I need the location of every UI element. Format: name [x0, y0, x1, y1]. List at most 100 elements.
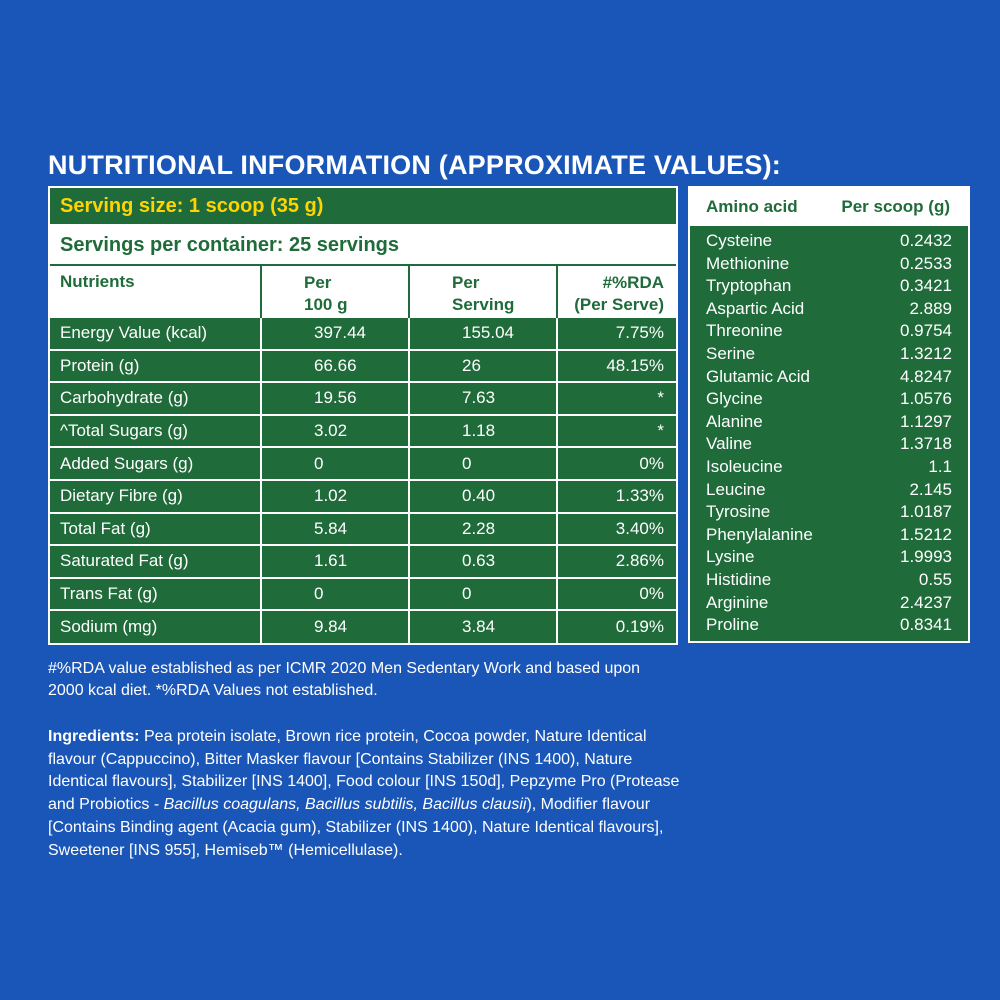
rda-value: * [556, 381, 676, 415]
rda-value: 2.86% [556, 544, 676, 578]
per-serving-value: 155.04 [408, 316, 557, 350]
header-rda-text: #%RDA (Per Serve) [574, 273, 664, 314]
nutrition-table: Serving size: 1 scoop (35 g) Servings pe… [48, 186, 678, 645]
header-rda: #%RDA (Per Serve) [556, 264, 676, 317]
nutrient-name: Saturated Fat (g) [50, 544, 261, 578]
per-100g-value: 1.02 [260, 478, 409, 513]
rda-note-line: 2000 kcal diet. *%RDA Values not establi… [48, 682, 378, 699]
ingredients: Ingredients: Pea protein isolate, Brown … [48, 726, 688, 862]
per-100g-value: 397.44 [260, 316, 409, 350]
amino-row: Isoleucine 1.1 [706, 456, 952, 479]
amino-acid-table: Amino acid Per scoop (g) Cysteine 0.2432 M… [688, 186, 970, 643]
amino-name: Tyrosine [706, 502, 771, 522]
nutrient-name: Protein (g) [50, 348, 261, 383]
amino-name: Histidine [706, 569, 772, 589]
amino-value: 0.9754 [900, 321, 952, 341]
amino-name: Phenylalanine [706, 524, 813, 544]
amino-row: Cysteine 0.2432 [706, 230, 952, 253]
nutrition-row: Sodium (mg) 9.84 3.84 0.19% [50, 609, 676, 643]
per-serving-value: 1.18 [408, 413, 557, 448]
amino-value: 1.5212 [900, 524, 952, 544]
nutrition-row: Added Sugars (g) 0 0 0% [50, 446, 676, 480]
per-serving-value: 0.63 [408, 544, 557, 578]
amino-name: Methionine [706, 253, 790, 273]
amino-row: Threonine 0.9754 [706, 320, 952, 343]
amino-row: Glutamic Acid 4.8247 [706, 366, 952, 389]
ingredients-text-end: ), Modifier flavour [Contains Binding ag… [48, 796, 664, 859]
amino-name: Cysteine [706, 231, 773, 250]
amino-row: Aspartic Acid 2.889 [706, 298, 952, 321]
amino-value: 1.9993 [900, 547, 952, 567]
amino-row: Alanine 1.1297 [706, 411, 952, 434]
amino-value: 0.2533 [900, 253, 952, 273]
nutrition-header-row: Nutrients Per 100 g Per Serving #%RDA (P… [50, 264, 676, 317]
amino-value: 1.1297 [900, 411, 952, 431]
nutrition-row: Carbohydrate (g) 19.56 7.63 * [50, 381, 676, 415]
amino-name: Tryptophan [706, 276, 792, 296]
amino-row: Tyrosine 1.0187 [706, 501, 952, 524]
amino-name: Arginine [706, 592, 769, 612]
nutrient-name: Dietary Fibre (g) [50, 478, 261, 513]
per-100g-value: 19.56 [260, 381, 409, 415]
per-100g-value: 5.84 [260, 511, 409, 546]
per-serving-value: 0 [408, 446, 557, 480]
nutrient-name: Energy Value (kcal) [50, 316, 261, 350]
rda-value: 3.40% [556, 511, 676, 546]
per-serving-value: 2.28 [408, 511, 557, 546]
header-per-100g: Per 100 g [260, 264, 409, 317]
amino-value: 0.8341 [900, 615, 952, 635]
amino-row: Histidine 0.55 [706, 569, 952, 592]
amino-row: Tryptophan 0.3421 [706, 275, 952, 298]
amino-value: 1.3718 [900, 434, 952, 454]
amino-row: Leucine 2.145 [706, 479, 952, 502]
per-serving-value: 26 [408, 348, 557, 383]
rda-value: * [556, 413, 676, 448]
nutrient-name: Added Sugars (g) [50, 446, 261, 480]
amino-rows: Cysteine 0.2432 Methionine 0.2533 Tryptophan… [690, 226, 968, 641]
ingredients-text: Pea protein isolate, Brown rice protein,… [48, 728, 680, 814]
amino-value: 2.145 [909, 479, 952, 499]
amino-name: Lysine [706, 547, 755, 567]
header-per-100g-text: Per 100 g [304, 273, 348, 314]
amino-header-name: Amino acid [706, 197, 798, 216]
per-serving-value: 0 [408, 576, 557, 611]
ingredients-label: Ingredients: [48, 728, 140, 745]
per-100g-value: 1.61 [260, 544, 409, 578]
rda-value: 0% [556, 446, 676, 480]
per-serving-value: 3.84 [408, 609, 557, 643]
header-per-serving-text: Per Serving [452, 273, 515, 314]
amino-value: 0.55 [918, 569, 952, 589]
amino-value: 2.4237 [900, 592, 952, 612]
rda-value: 7.75% [556, 316, 676, 350]
nutrient-name: Total Fat (g) [50, 511, 261, 546]
nutrition-grid: Nutrients Per 100 g Per Serving #%RDA (P… [50, 264, 676, 643]
per-100g-value: 3.02 [260, 413, 409, 448]
nutrition-row: Saturated Fat (g) 1.61 0.63 2.86% [50, 544, 676, 578]
amino-name: Glutamic Acid [706, 366, 810, 386]
amino-value: 0.2432 [900, 231, 952, 250]
amino-name: Leucine [706, 479, 766, 499]
rda-note-line: #%RDA value established as per ICMR 2020… [48, 660, 641, 677]
nutrient-name: Carbohydrate (g) [50, 381, 261, 415]
per-100g-value: 0 [260, 446, 409, 480]
nutrition-row: Trans Fat (g) 0 0 0% [50, 576, 676, 611]
header-per-serving: Per Serving [408, 264, 557, 317]
per-serving-value: 0.40 [408, 478, 557, 513]
amino-name: Isoleucine [706, 456, 783, 476]
nutrition-row: Total Fat (g) 5.84 2.28 3.40% [50, 511, 676, 546]
nutrition-row: Dietary Fibre (g) 1.02 0.40 1.33% [50, 478, 676, 513]
page-title: NUTRITIONAL INFORMATION (APPROXIMATE VAL… [48, 150, 781, 180]
amino-name: Threonine [706, 321, 783, 341]
rda-value: 48.15% [556, 348, 676, 383]
amino-header-value: Per scoop (g) [841, 197, 950, 216]
rda-value: 0.19% [556, 609, 676, 643]
amino-value: 4.8247 [900, 366, 952, 386]
amino-name: Glycine [706, 389, 763, 409]
amino-row: Methionine 0.2533 [706, 253, 952, 276]
amino-value: 1.0576 [900, 389, 952, 409]
amino-name: Serine [706, 343, 756, 363]
amino-row: Glycine 1.0576 [706, 388, 952, 411]
nutrient-name: ^Total Sugars (g) [50, 413, 261, 448]
serving-size: Serving size: 1 scoop (35 g) [50, 188, 676, 226]
per-100g-value: 66.66 [260, 348, 409, 383]
